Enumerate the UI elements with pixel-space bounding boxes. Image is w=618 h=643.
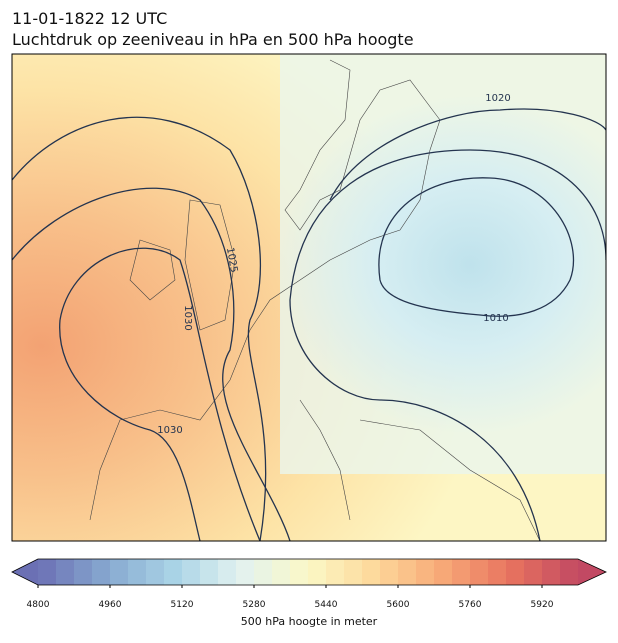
colorbar-segment (92, 559, 111, 585)
colorbar-segment (488, 559, 507, 585)
colorbar-tick-label: 5760 (459, 600, 482, 610)
colorbar-segment (272, 559, 291, 585)
date: 11-01-1822 12 UTC (12, 9, 167, 28)
contour-label: 1030 (157, 425, 182, 436)
colorbar-segment (362, 559, 381, 585)
colorbar-segment (56, 559, 75, 585)
colorbar-segment (416, 559, 435, 585)
colorbar-segment (326, 559, 345, 585)
colorbar-segment (542, 559, 561, 585)
title: Luchtdruk op zeeniveau in hPa en 500 hPa… (12, 30, 414, 49)
colorbar-tick-label: 5600 (387, 600, 410, 610)
colorbar-tick-label: 5280 (243, 600, 266, 610)
colorbar-segment (470, 559, 489, 585)
colorbar-segment (38, 559, 57, 585)
contour-label: 1025 (224, 247, 239, 274)
map-frame (11, 53, 607, 542)
map: 1020 1010 1025 1030 1030 (12, 54, 606, 541)
colorbar-outline (11, 558, 607, 586)
colorbar-segment (308, 559, 327, 585)
colorbar-segment (236, 559, 255, 585)
colorbar-segment (290, 559, 309, 585)
colorbar-extend-high (578, 559, 606, 585)
colorbar-tick-label: 5440 (315, 600, 338, 610)
colorbar-segment (524, 559, 543, 585)
colorbar-tick-label: 5120 (171, 600, 194, 610)
colorbar-segment (560, 559, 579, 585)
colorbar-tick-label: 5920 (531, 600, 554, 610)
colorbar-segment (182, 559, 201, 585)
colorbar-segment (398, 559, 417, 585)
contour-label: 1010 (483, 313, 508, 324)
colorbar-extend-low (12, 559, 38, 585)
colorbar-segment (254, 559, 273, 585)
colorbar-segment (218, 559, 237, 585)
colorbar-segment (110, 559, 129, 585)
colorbar-segment (200, 559, 219, 585)
colorbar-segment (452, 559, 471, 585)
contour-label: 1020 (485, 93, 510, 104)
colorbar-tick-label: 4960 (99, 600, 122, 610)
colorbar-segment (128, 559, 147, 585)
colorbar-tick-label: 4800 (27, 600, 50, 610)
colorbar-segment (74, 559, 93, 585)
colorbar-segment (164, 559, 183, 585)
colorbar-segment (344, 559, 363, 585)
colorbar-segment (380, 559, 399, 585)
colorbar: 4800 4960 5120 5280 5440 5600 5760 5920 (11, 558, 607, 610)
colorbar-segment (434, 559, 453, 585)
colorbar-segment (146, 559, 165, 585)
colorbar-label: 500 hPa hoogte in meter (241, 615, 378, 628)
contour-label: 1030 (182, 305, 193, 330)
colorbar-segment (506, 559, 525, 585)
